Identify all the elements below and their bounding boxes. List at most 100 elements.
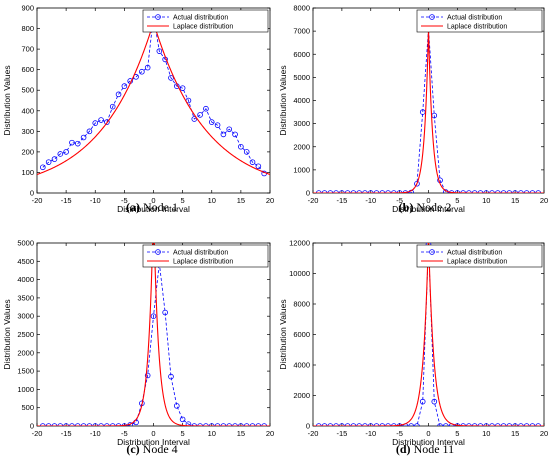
data-point: [255, 163, 262, 170]
data-point: [500, 423, 507, 426]
data-point: [356, 190, 362, 193]
data-point: [80, 134, 87, 141]
data-point: [208, 423, 215, 426]
data-point: [69, 423, 75, 426]
y-tick-label: 6000: [293, 330, 310, 339]
data-point: [443, 423, 449, 426]
data-point: [523, 190, 530, 193]
data-point: [327, 190, 334, 193]
y-tick-label: 10000: [289, 269, 310, 278]
data-point: [98, 117, 104, 123]
data-point: [144, 64, 151, 71]
chart-panel-3: -20 -15 -10 -5 0 5 10 15 20 0 500 1000 1500 2000 2500 3…: [2, 239, 274, 448]
y-tick-label: 200: [21, 147, 34, 156]
y-tick-label: 7000: [293, 27, 310, 36]
data-point: [45, 423, 52, 426]
plot-frame: [312, 242, 545, 427]
data-point: [232, 131, 238, 138]
data-point: [139, 68, 145, 75]
legend: Actual distribution Laplace distribution: [416, 244, 543, 268]
data-point: [529, 190, 536, 193]
x-axis-label: Distribution Interval: [392, 437, 465, 447]
data-point: [529, 423, 536, 426]
y-tick-label: 0: [306, 422, 310, 431]
data-point: [226, 423, 233, 426]
y-tick-label: 1000: [17, 385, 34, 394]
data-point: [179, 85, 186, 91]
data-point: [220, 423, 227, 426]
data-point: [86, 423, 93, 426]
x-tick-label: 0: [426, 196, 430, 205]
y-tick-label: 900: [21, 4, 34, 13]
data-point: [333, 190, 339, 193]
legend-box: [416, 9, 543, 33]
data-point: [471, 423, 478, 426]
data-point: [40, 164, 46, 171]
chart-panel-2: -20 -15 -10 -5 0 5 10 15 20 0 1000 2000 3000 4000 5000…: [278, 4, 548, 215]
data-point: [98, 423, 104, 426]
legend-label: Laplace distribution: [447, 259, 507, 266]
caption-tag: (c): [126, 442, 140, 456]
caption-node-1: (a) Node 1: [126, 200, 178, 215]
caption-text: Node 2: [416, 200, 452, 214]
data-point: [92, 120, 99, 126]
data-point: [226, 126, 233, 133]
data-point: [339, 423, 345, 426]
data-point: [362, 423, 368, 426]
y-tick-label: 1500: [17, 367, 34, 376]
data-point: [238, 143, 244, 150]
y-tick-label: 4000: [293, 361, 310, 370]
data-point: [414, 423, 420, 426]
data-point: [208, 119, 215, 125]
legend-label: Actual distribution: [447, 15, 502, 22]
y-tick-label: 800: [21, 24, 34, 33]
data-point: [362, 190, 368, 193]
x-axis-label: Distribution Interval: [117, 437, 190, 447]
x-tick-label: -20: [308, 429, 319, 438]
data-point: [391, 190, 397, 193]
y-tick-label: 500: [21, 403, 34, 412]
data-point: [150, 313, 157, 320]
x-tick-label: -10: [365, 429, 376, 438]
legend-box: [416, 244, 543, 268]
y-tick-label: 5000: [293, 73, 310, 82]
data-point: [80, 423, 87, 426]
data-point: [460, 190, 466, 193]
data-point: [249, 423, 256, 426]
x-tick-label: -10: [90, 196, 101, 205]
data-point: [350, 423, 357, 426]
data-point: [356, 423, 362, 426]
data-point: [402, 190, 409, 193]
data-point: [483, 423, 490, 426]
data-point: [466, 423, 472, 426]
data-point: [466, 190, 472, 193]
caption-text: Node 11: [413, 442, 455, 456]
data-point: [197, 423, 203, 426]
data-point: [396, 190, 403, 193]
legend-label: Laplace distribution: [447, 24, 507, 31]
x-tick-label: 5: [455, 429, 459, 438]
data-point: [460, 423, 466, 426]
y-tick-label: 600: [21, 65, 34, 74]
data-point: [391, 423, 397, 426]
x-tick-label: 10: [208, 196, 216, 205]
x-tick-label: -15: [61, 429, 72, 438]
data-point: [115, 91, 122, 98]
x-tick-label: 10: [208, 429, 216, 438]
legend: Actual distribution Laplace distribution: [142, 244, 269, 268]
x-tick-label: 20: [540, 429, 548, 438]
data-point: [379, 190, 386, 193]
y-tick-label: 4500: [17, 257, 34, 266]
y-tick-label: 0: [30, 189, 34, 198]
x-tick-label: -10: [90, 429, 101, 438]
x-tick-label: -15: [61, 196, 72, 205]
y-tick-label: 500: [21, 86, 34, 95]
y-tick-label: 2000: [293, 142, 310, 151]
data-point: [518, 190, 524, 193]
x-tick-label: -20: [32, 196, 43, 205]
x-tick-label: -5: [121, 196, 128, 205]
x-tick-label: -5: [396, 429, 403, 438]
data-point: [86, 128, 93, 135]
legend-box: [142, 9, 269, 33]
